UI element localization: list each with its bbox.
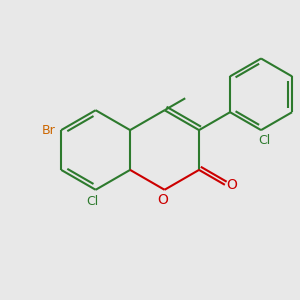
Text: Cl: Cl <box>86 195 99 208</box>
Text: O: O <box>157 193 168 207</box>
Text: Br: Br <box>41 124 55 136</box>
Text: Cl: Cl <box>258 134 270 147</box>
Text: O: O <box>227 178 238 192</box>
